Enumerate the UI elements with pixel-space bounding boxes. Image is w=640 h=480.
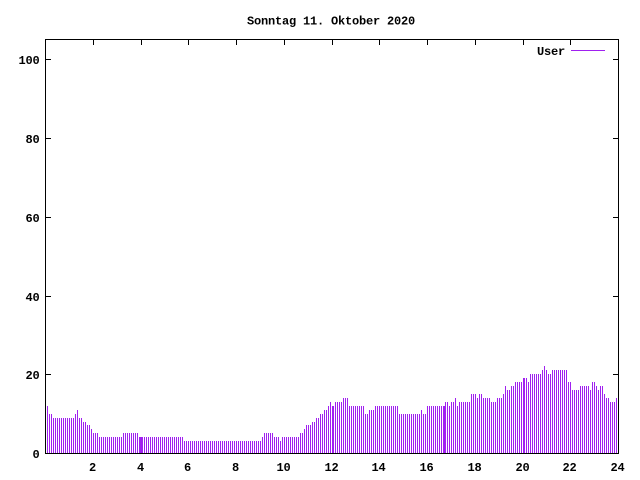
svg-text:80: 80 [25, 133, 39, 147]
svg-text:12: 12 [324, 461, 338, 475]
svg-text:2: 2 [89, 461, 96, 475]
svg-text:18: 18 [467, 461, 481, 475]
svg-text:10: 10 [276, 461, 290, 475]
svg-text:20: 20 [515, 461, 529, 475]
svg-text:User: User [537, 45, 565, 59]
svg-text:Sonntag 11. Oktober 2020: Sonntag 11. Oktober 2020 [247, 14, 415, 28]
svg-text:16: 16 [419, 461, 433, 475]
svg-text:6: 6 [184, 461, 191, 475]
svg-text:60: 60 [25, 212, 39, 226]
svg-text:22: 22 [562, 461, 576, 475]
svg-text:20: 20 [25, 369, 39, 383]
svg-text:0: 0 [32, 448, 39, 462]
svg-text:14: 14 [371, 461, 385, 475]
svg-text:40: 40 [25, 291, 39, 305]
svg-text:4: 4 [137, 461, 144, 475]
svg-text:8: 8 [232, 461, 239, 475]
svg-text:100: 100 [18, 54, 39, 68]
svg-text:24: 24 [610, 461, 624, 475]
